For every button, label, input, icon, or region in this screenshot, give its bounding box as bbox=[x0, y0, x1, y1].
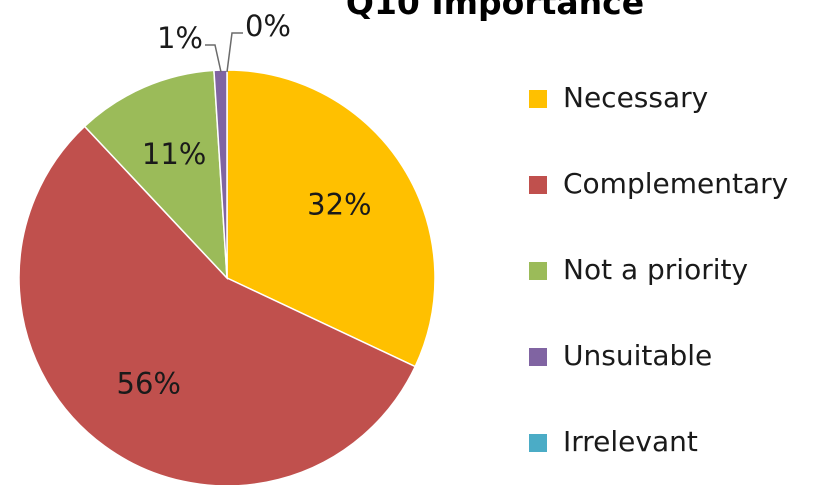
pie-slice-necessary bbox=[226, 69, 436, 368]
legend-label-not-a-priority: Not a priority bbox=[563, 253, 748, 286]
pie-slice-complementary bbox=[18, 125, 417, 485]
legend-swatch-necessary bbox=[529, 90, 547, 108]
leader-line-unsuitable bbox=[205, 44, 222, 73]
data-label-unsuitable: 1% bbox=[157, 21, 203, 55]
pie-slices bbox=[18, 69, 436, 485]
legend-swatch-unsuitable bbox=[529, 348, 547, 366]
data-labels: 32% 56% 11% 1% 0% bbox=[117, 9, 372, 401]
legend-label-necessary: Necessary bbox=[563, 81, 708, 114]
pie-slice-not-a-priority bbox=[83, 69, 228, 281]
chart-title: Q10 Importance bbox=[346, 0, 644, 22]
legend-item-irrelevant: Irrelevant bbox=[529, 425, 698, 458]
leader-line-irrelevant bbox=[226, 32, 243, 73]
data-label-complementary: 56% bbox=[117, 367, 181, 401]
legend-item-unsuitable: Unsuitable bbox=[529, 339, 712, 372]
legend-swatch-not-a-priority bbox=[529, 262, 547, 280]
legend: Necessary Complementary Not a priority Unsu… bbox=[529, 81, 788, 458]
leader-lines bbox=[205, 32, 243, 73]
legend-swatch-complementary bbox=[529, 176, 547, 194]
legend-label-complementary: Complementary bbox=[563, 167, 788, 200]
data-label-not-a-priority: 11% bbox=[142, 137, 206, 171]
data-label-necessary: 32% bbox=[307, 188, 371, 222]
legend-item-necessary: Necessary bbox=[529, 81, 708, 114]
legend-label-unsuitable: Unsuitable bbox=[563, 339, 712, 372]
legend-item-complementary: Complementary bbox=[529, 167, 788, 200]
legend-label-irrelevant: Irrelevant bbox=[563, 425, 698, 458]
legend-item-not-a-priority: Not a priority bbox=[529, 253, 748, 286]
data-label-irrelevant: 0% bbox=[245, 9, 291, 43]
legend-swatch-irrelevant bbox=[529, 434, 547, 452]
